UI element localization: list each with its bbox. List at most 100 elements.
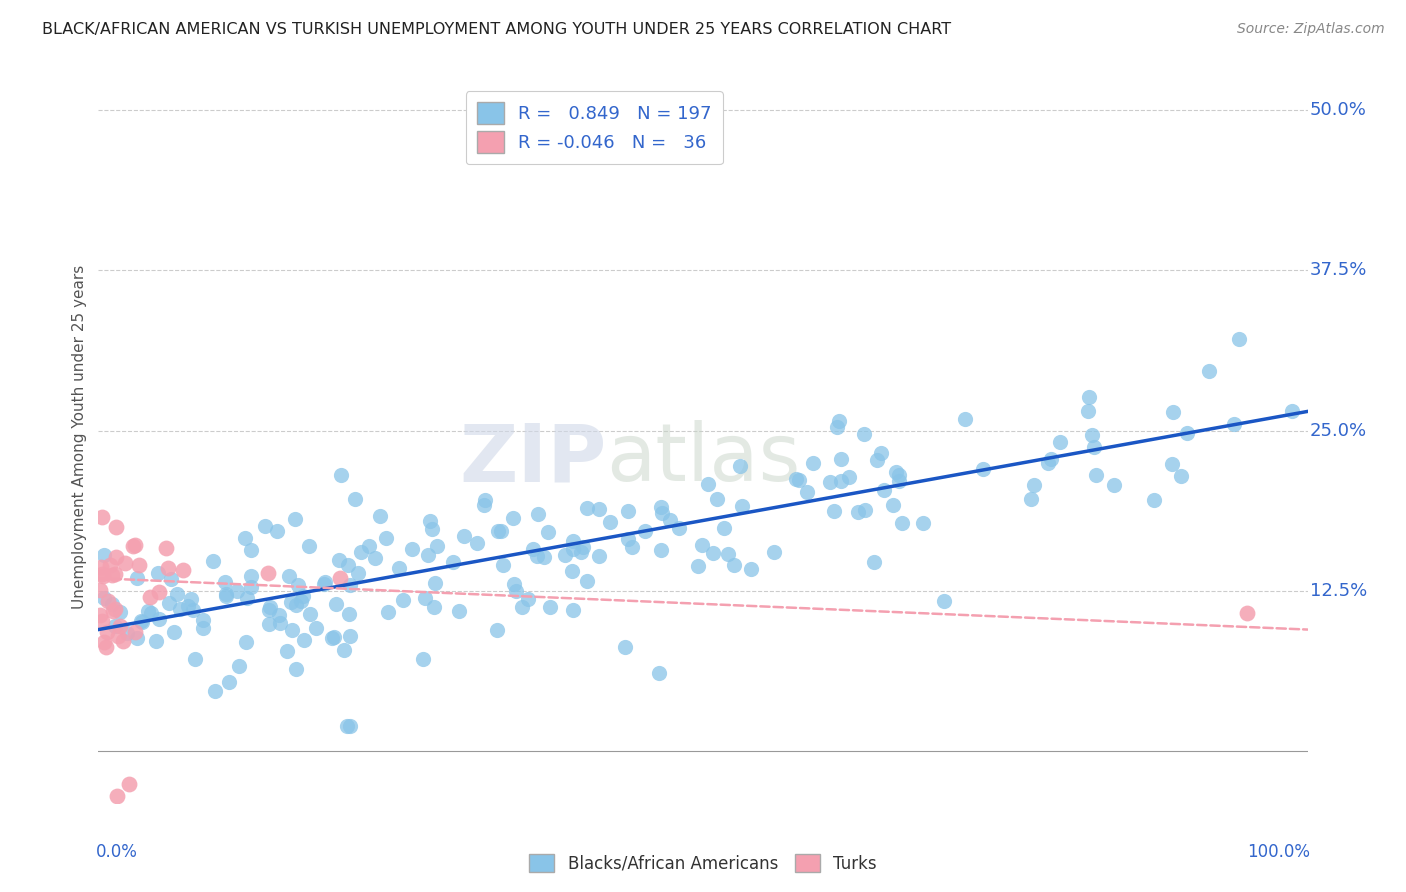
Point	[388, 561, 411, 575]
Point	[332, 643, 354, 657]
Point	[505, 584, 527, 599]
Point	[181, 603, 204, 617]
Point	[537, 524, 560, 539]
Point	[162, 625, 184, 640]
Point	[215, 589, 238, 603]
Point	[419, 514, 441, 528]
Point	[138, 604, 160, 618]
Point	[972, 462, 994, 476]
Point	[740, 562, 762, 576]
Point	[830, 474, 852, 488]
Point	[522, 542, 544, 557]
Point	[569, 545, 592, 559]
Point	[339, 607, 361, 621]
Point	[853, 427, 876, 442]
Point	[1019, 492, 1042, 507]
Point	[474, 493, 496, 508]
Point	[818, 475, 841, 489]
Point	[218, 675, 240, 690]
Text: BLACK/AFRICAN AMERICAN VS TURKISH UNEMPLOYMENT AMONG YOUTH UNDER 25 YEARS CORREL: BLACK/AFRICAN AMERICAN VS TURKISH UNEMPL…	[42, 22, 952, 37]
Point	[510, 599, 533, 614]
Point	[93, 548, 115, 562]
Point	[329, 571, 352, 585]
Point	[93, 635, 115, 649]
Point	[266, 524, 288, 538]
Point	[887, 468, 910, 483]
Point	[259, 599, 281, 614]
Point	[294, 633, 316, 648]
Point	[269, 615, 291, 630]
Point	[1104, 478, 1126, 492]
Point	[554, 549, 576, 563]
Point	[148, 612, 170, 626]
Point	[884, 465, 907, 479]
Point	[561, 603, 583, 617]
Point	[614, 640, 637, 655]
Point	[160, 572, 183, 586]
Point	[104, 566, 127, 581]
Point	[169, 601, 191, 615]
Point	[1160, 457, 1182, 471]
Point	[1078, 390, 1101, 404]
Point	[561, 542, 583, 557]
Point	[233, 531, 256, 545]
Point	[148, 585, 170, 599]
Point	[337, 558, 360, 573]
Point	[853, 503, 876, 517]
Point	[1227, 332, 1250, 346]
Point	[305, 621, 328, 635]
Point	[180, 592, 202, 607]
Point	[713, 521, 735, 535]
Point	[321, 632, 343, 646]
Point	[485, 624, 508, 638]
Text: Source: ZipAtlas.com: Source: ZipAtlas.com	[1237, 22, 1385, 37]
Point	[526, 507, 548, 521]
Point	[339, 629, 361, 643]
Point	[668, 521, 690, 535]
Point	[863, 556, 886, 570]
Point	[882, 498, 904, 512]
Point	[870, 446, 893, 460]
Point	[621, 541, 644, 555]
Point	[128, 558, 150, 573]
Point	[139, 591, 162, 605]
Point	[104, 619, 127, 633]
Point	[290, 594, 312, 608]
Point	[299, 607, 322, 621]
Point	[228, 659, 250, 673]
Point	[472, 499, 495, 513]
Point	[105, 789, 128, 804]
Point	[124, 538, 146, 552]
Point	[284, 512, 307, 526]
Point	[648, 666, 671, 681]
Point	[157, 561, 180, 575]
Point	[1198, 364, 1220, 378]
Point	[157, 596, 180, 610]
Point	[575, 574, 598, 588]
Point	[1170, 469, 1192, 483]
Point	[259, 602, 281, 616]
Point	[256, 566, 278, 580]
Point	[830, 451, 852, 466]
Point	[236, 591, 259, 606]
Point	[617, 532, 640, 546]
Legend: Blacks/African Americans, Turks: Blacks/African Americans, Turks	[523, 847, 883, 880]
Point	[486, 524, 509, 538]
Point	[575, 500, 598, 515]
Point	[801, 456, 824, 470]
Point	[1281, 404, 1303, 418]
Point	[616, 503, 638, 517]
Point	[127, 632, 149, 646]
Point	[533, 550, 555, 565]
Point	[425, 575, 447, 590]
Point	[838, 470, 860, 484]
Point	[651, 506, 673, 520]
Point	[269, 607, 291, 622]
Point	[240, 580, 263, 594]
Point	[1083, 440, 1105, 454]
Point	[1049, 435, 1071, 450]
Point	[314, 574, 336, 589]
Point	[526, 549, 548, 564]
Point	[413, 591, 436, 606]
Point	[392, 593, 415, 607]
